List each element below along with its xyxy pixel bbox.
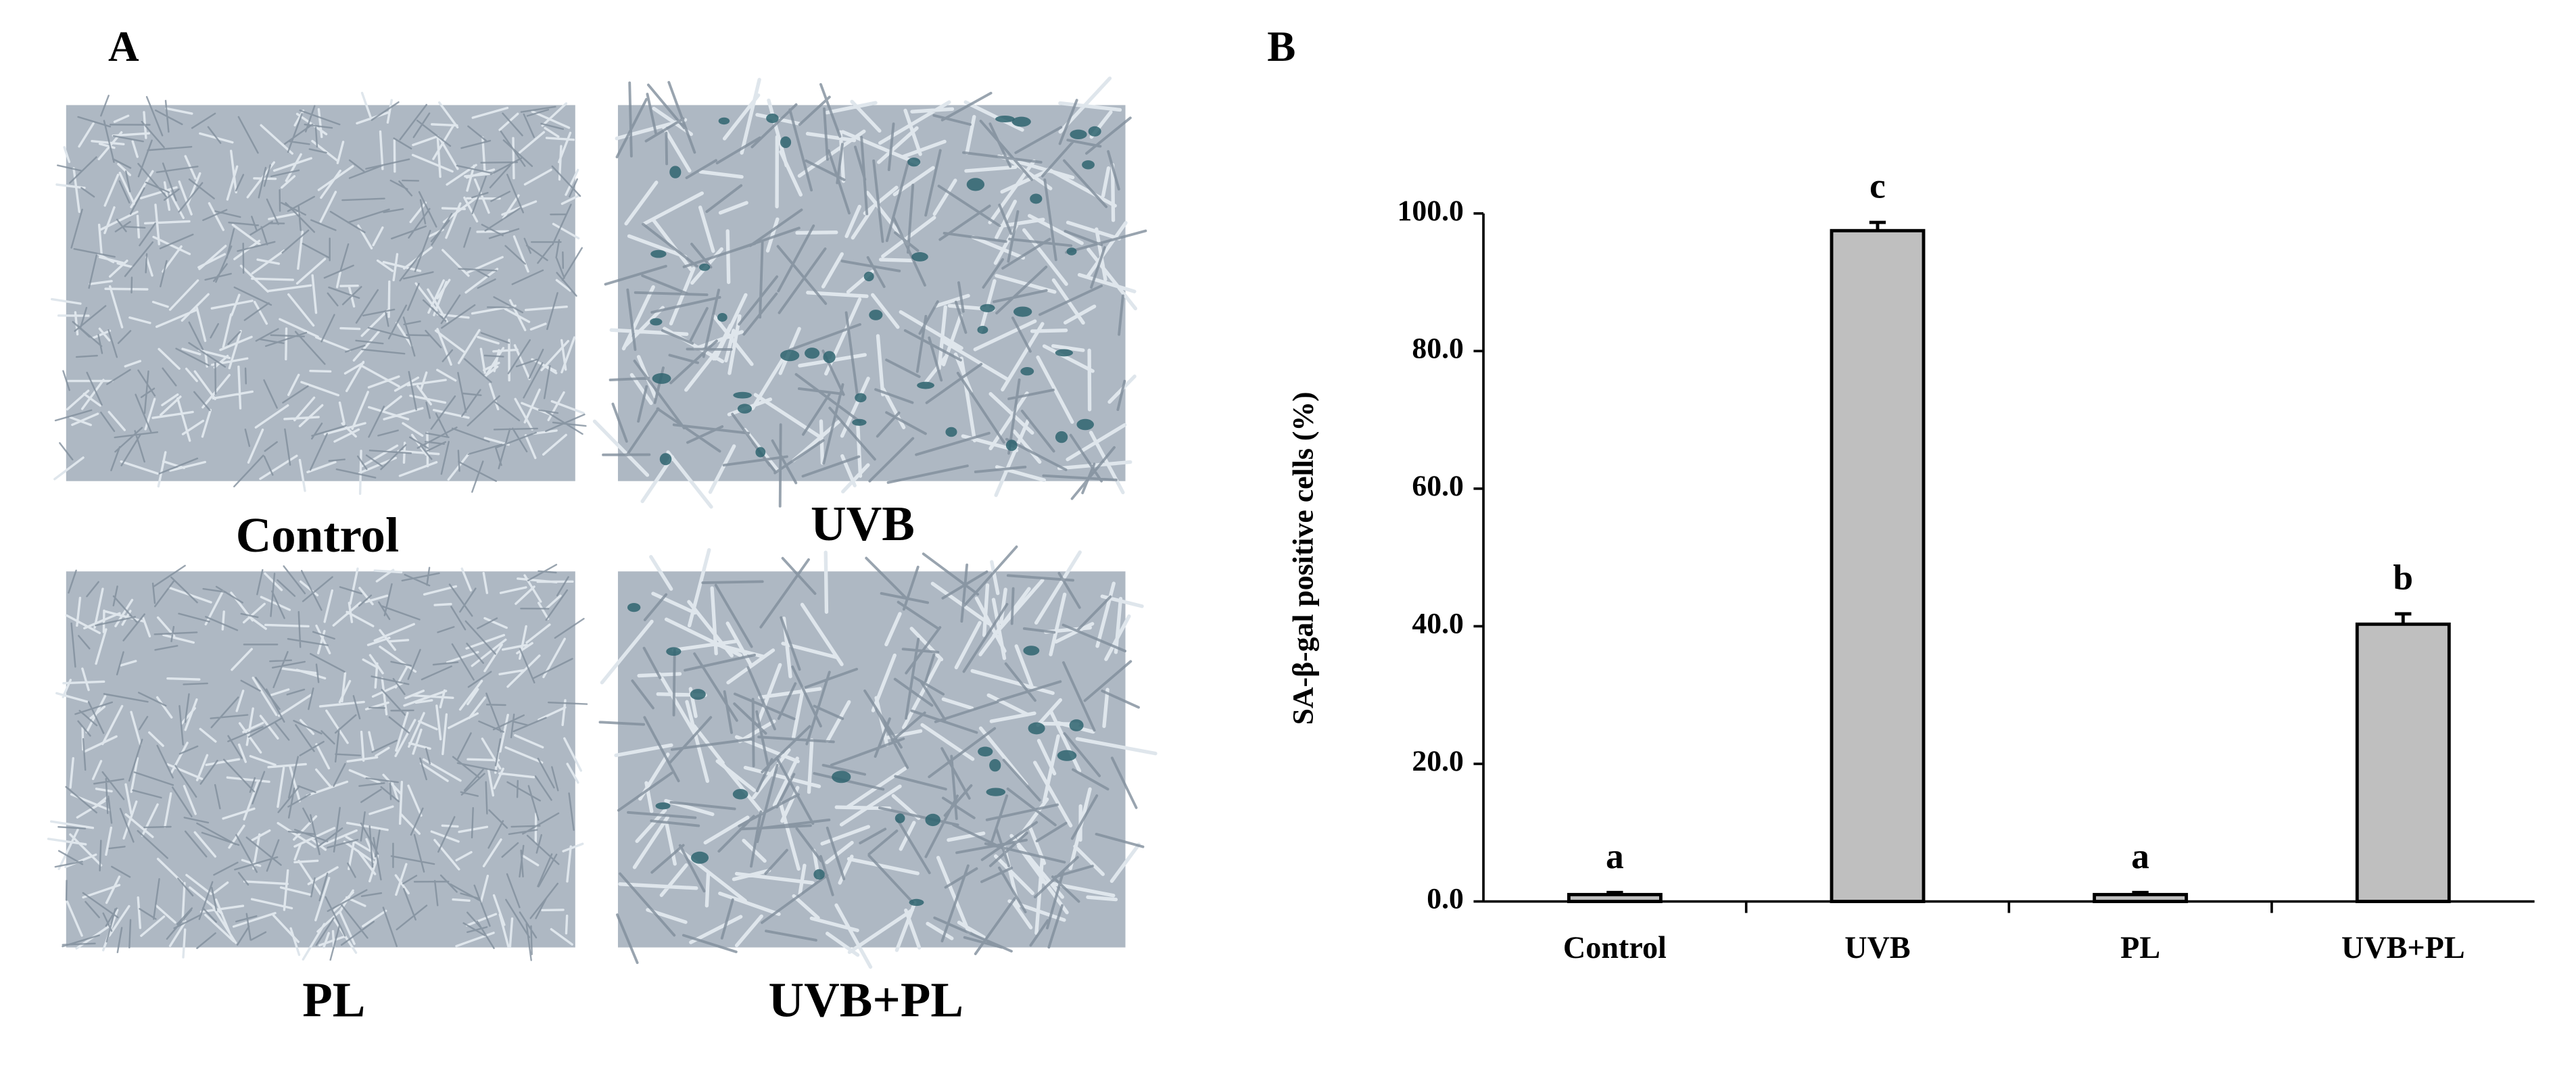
stain-spot xyxy=(966,178,985,191)
stain-spot xyxy=(690,851,709,864)
x-tick-label: PL xyxy=(2120,930,2160,965)
stain-spot xyxy=(855,393,867,403)
stain-spot xyxy=(823,351,836,364)
stain-spot xyxy=(652,372,671,384)
stain-spot xyxy=(717,312,728,322)
panel-label: B xyxy=(1267,23,1295,70)
stain-spot xyxy=(832,771,851,783)
stain-spot xyxy=(1030,193,1043,204)
stain-spot xyxy=(945,427,957,437)
stain-spot xyxy=(852,418,867,426)
cell-texture xyxy=(598,545,1145,965)
stain-spot xyxy=(627,602,641,612)
y-tick-label: 80.0 xyxy=(1412,332,1464,364)
bar xyxy=(2355,622,2451,903)
y-tick-label: 40.0 xyxy=(1412,607,1464,639)
stain-spot xyxy=(737,404,753,414)
stain-spot xyxy=(911,252,928,262)
stain-spot xyxy=(980,304,995,312)
stain-spot xyxy=(989,758,1001,772)
significance-letter: b xyxy=(2393,557,2413,598)
stain-spot xyxy=(1028,722,1045,735)
significance-letter: a xyxy=(2131,836,2149,876)
error-bar xyxy=(1606,890,1623,895)
bar xyxy=(1567,892,1663,903)
stain-spot xyxy=(732,789,748,800)
stain-spot xyxy=(925,813,940,827)
stain-spot xyxy=(650,249,667,258)
cell-texture xyxy=(50,91,585,496)
stain-spot xyxy=(666,647,682,656)
stain-spot xyxy=(1082,160,1095,170)
image-caption: PL xyxy=(302,972,365,1027)
stain-spot xyxy=(659,453,672,466)
x-tick-label: UVB xyxy=(1844,930,1910,965)
stain-spot xyxy=(907,158,921,167)
stain-spot xyxy=(917,381,934,389)
stain-spot xyxy=(650,318,663,326)
y-tick-label: 60.0 xyxy=(1412,470,1464,502)
stain-spot xyxy=(895,813,905,823)
stain-spot xyxy=(995,115,1015,123)
stain-spot xyxy=(1055,431,1068,443)
stain-spot xyxy=(1011,116,1031,127)
stain-spot xyxy=(1005,439,1018,452)
stain-spot xyxy=(1088,126,1101,137)
stain-spot xyxy=(863,271,874,282)
stain-spot xyxy=(780,136,792,149)
stain-spot xyxy=(805,347,820,359)
stain-spot xyxy=(655,802,671,810)
stain-spot xyxy=(690,689,706,700)
cell-texture xyxy=(592,76,1138,509)
stain-spot xyxy=(977,326,988,334)
cell-texture xyxy=(54,564,588,961)
error-bar xyxy=(2132,890,2149,895)
panel-label: A xyxy=(108,23,139,70)
x-tick-label: UVB+PL xyxy=(2341,930,2465,965)
stain-spot xyxy=(1057,750,1077,761)
stain-spot xyxy=(780,349,800,362)
bar xyxy=(2093,892,2189,903)
significance-letter: c xyxy=(1869,166,1886,206)
error-bar xyxy=(2395,612,2412,625)
stain-spot xyxy=(718,117,730,125)
stain-spot xyxy=(1066,247,1077,256)
error-bar xyxy=(1869,220,1886,231)
stain-spot xyxy=(909,898,924,907)
micrograph xyxy=(66,105,575,481)
stain-spot xyxy=(813,869,825,880)
stain-spot xyxy=(755,447,766,458)
cell-texture xyxy=(54,95,587,493)
cell-texture xyxy=(602,80,1147,508)
y-tick-label: 100.0 xyxy=(1398,195,1464,227)
stain-spot xyxy=(766,114,779,124)
image-caption: UVB+PL xyxy=(769,972,963,1027)
x-tick-label: Control xyxy=(1563,930,1667,965)
bar xyxy=(1830,228,1926,903)
y-tick-label: 0.0 xyxy=(1427,883,1464,915)
stain-spot xyxy=(1013,306,1032,317)
significance-letter: a xyxy=(1606,836,1624,876)
stain-spot xyxy=(1069,719,1084,731)
y-axis-label: SA-β-gal positive cells (%) xyxy=(1287,391,1320,725)
y-tick-label: 20.0 xyxy=(1412,745,1464,777)
stain-spot xyxy=(1070,129,1087,139)
image-caption: Control xyxy=(236,508,400,562)
image-caption: UVB xyxy=(811,496,915,551)
stain-spot xyxy=(1020,367,1034,376)
stain-spot xyxy=(1055,349,1073,357)
stain-spot xyxy=(733,391,752,399)
stain-spot xyxy=(978,746,993,757)
stain-spot xyxy=(699,263,711,271)
stain-spot xyxy=(669,166,682,178)
stain-spot xyxy=(986,788,1006,796)
stain-spot xyxy=(1076,418,1094,431)
stain-spot xyxy=(869,310,883,320)
stain-spot xyxy=(1023,646,1040,656)
cell-texture xyxy=(600,548,1158,969)
